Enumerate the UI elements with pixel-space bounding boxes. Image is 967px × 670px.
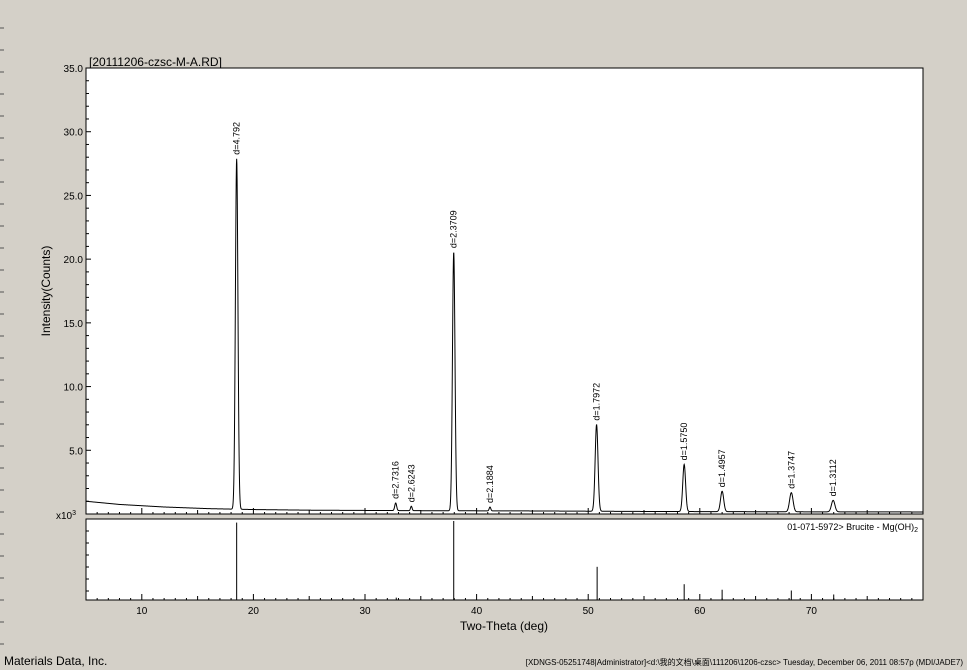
y-tick-label: 35.0 [64,64,84,75]
x-axis-label: Two-Theta (deg) [460,619,548,633]
diffraction-pattern [85,158,923,513]
x-tick-label: 10 [136,606,148,617]
left-ruler [0,27,4,645]
peak-label: d=1.7972 [592,383,602,421]
peak-label: d=1.3112 [828,459,838,496]
y-tick-label: 30.0 [64,128,84,139]
reference-pattern-label: 01-071-5972> Brucite - Mg(OH)2 [787,522,918,534]
y-axis-label: Intensity(Counts) [39,246,53,337]
x-axis-ticks: 10 20 30 40 50 60 70 [85,508,913,617]
y-tick-label: 25.0 [64,191,84,202]
reference-plot-area [85,518,924,601]
x-tick-label: 70 [806,606,818,617]
x-tick-label: 30 [359,606,371,617]
y-tick-label: 15.0 [64,319,84,330]
y-tick-label: 5.0 [69,446,83,457]
reference-axis-ticks [86,530,89,592]
x-tick-label: 20 [248,606,260,617]
y-axis-ticks: 5.0 10.0 15.0 20.0 25.0 30.0 35.0 [64,64,91,502]
footer-info: [XDNGS-05251748|Administrator]<d:\我的文档\桌… [526,657,964,667]
x-tick-label: 60 [694,606,706,617]
peak-label: d=4.792 [232,122,242,155]
peak-label: d=1.4957 [717,449,727,487]
diffraction-trace [85,158,923,513]
main-plot-area [85,67,924,515]
chart-title: [20111206-czsc-M-A.RD] [89,55,222,69]
x-tick-label: 50 [583,606,595,617]
x-tick-label: 40 [471,606,483,617]
y-tick-label: 20.0 [64,255,84,266]
y-tick-label: 10.0 [64,383,84,394]
company-name: Materials Data, Inc. [4,654,107,668]
y-multiplier-label: x103 [56,510,76,522]
peak-label: d=2.3709 [449,210,459,248]
peak-label: d=2.7316 [391,461,401,499]
peak-label: d=1.5750 [679,423,689,461]
peak-label: d=2.6243 [406,464,416,502]
peak-label: d=2.1884 [485,465,495,503]
reference-sticks [236,521,835,600]
peak-labels: d=4.792 d=2.7316 d=2.6243 d=2.3709 d=2.1884 d… [232,122,839,503]
peak-label: d=1.3747 [786,451,796,489]
